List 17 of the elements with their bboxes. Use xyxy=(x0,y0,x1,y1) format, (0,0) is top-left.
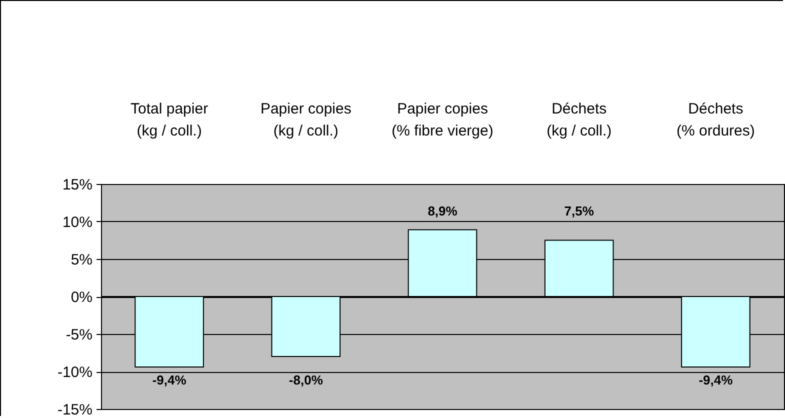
x-tick-label: Déchets (kg / coll.) xyxy=(546,100,612,140)
x-tick-label: Déchets (% ordures) xyxy=(676,100,755,140)
data-label: -9,4% xyxy=(698,372,734,388)
y-tick-label: 15% xyxy=(62,176,92,194)
data-label: -8,0% xyxy=(288,372,324,388)
data-label: 8,9% xyxy=(428,204,458,218)
data-label: -9,4% xyxy=(152,372,187,388)
y-tick-label: 0% xyxy=(70,289,92,306)
y-tick-label: 10% xyxy=(62,214,92,231)
x-tick-label: Papier copies (kg / coll.) xyxy=(260,100,352,140)
y-tick-label: -5% xyxy=(66,326,92,344)
x-tick-label: Total papier (kg / coll.) xyxy=(130,100,208,140)
data-label: 7,5% xyxy=(564,204,594,218)
y-tick-label: 5% xyxy=(70,252,92,268)
y-tick-label: -15% xyxy=(57,402,92,418)
x-tick-label: Papier copies (% fibre vierge) xyxy=(392,100,494,140)
y-tick-label: -10% xyxy=(57,364,92,381)
